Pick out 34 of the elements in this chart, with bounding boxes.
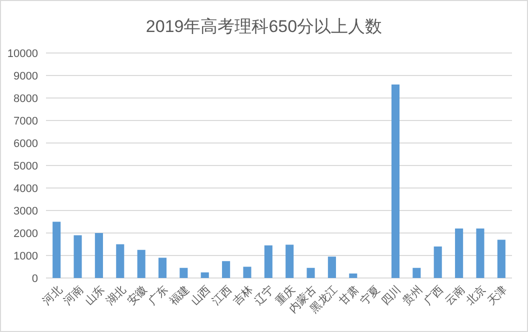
y-tick-label: 6000 — [14, 138, 38, 150]
x-tick-label: 湖北 — [104, 282, 128, 308]
y-tick-label: 9000 — [14, 70, 38, 82]
y-tick-label: 3000 — [14, 206, 38, 218]
y-tick-label: 10000 — [7, 48, 38, 60]
y-tick-label: 5000 — [14, 160, 38, 172]
bar — [222, 261, 230, 278]
bar — [243, 266, 252, 278]
bar — [74, 235, 82, 278]
bar — [94, 233, 103, 278]
bar — [476, 228, 484, 278]
bar — [52, 222, 61, 278]
y-tick-label: 7000 — [14, 116, 38, 128]
y-tick-label: 1000 — [14, 250, 38, 262]
bar — [434, 246, 442, 278]
bar — [137, 250, 146, 278]
y-tick-label: 2000 — [14, 228, 38, 240]
bar — [455, 228, 464, 278]
bar — [328, 256, 336, 278]
chart-title: 2019年高考理科650分以上人数 — [146, 17, 382, 36]
bar — [116, 244, 124, 278]
bar — [391, 84, 400, 278]
bar — [286, 244, 294, 278]
bar — [264, 245, 272, 278]
y-tick-label: 0 — [32, 273, 38, 285]
bar — [497, 240, 506, 278]
y-tick-label: 4000 — [14, 183, 38, 195]
bar — [349, 274, 358, 278]
bar — [412, 268, 421, 278]
bar — [200, 272, 209, 278]
bar — [306, 268, 315, 278]
bar — [158, 258, 167, 278]
bar — [180, 268, 188, 278]
y-tick-label: 8000 — [14, 93, 38, 105]
